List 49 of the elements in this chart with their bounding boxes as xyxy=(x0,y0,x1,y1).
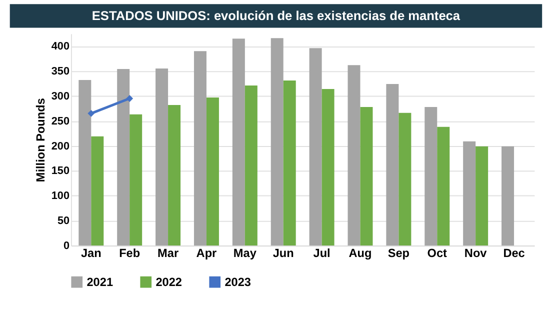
legend-label: 2021 xyxy=(86,274,114,289)
x-tick-label: Nov xyxy=(464,246,488,260)
legend-label: 2022 xyxy=(156,274,182,289)
bar xyxy=(283,80,296,246)
bar xyxy=(270,38,284,246)
bar xyxy=(78,80,92,246)
bar xyxy=(398,112,412,246)
y-axis-title: Million Pounds xyxy=(33,98,48,182)
x-tick-label: Jul xyxy=(313,246,330,260)
x-tick-label: Aug xyxy=(348,246,372,260)
x-tick-label: Jun xyxy=(272,246,294,260)
bar xyxy=(348,65,360,246)
y-tick-label: 350 xyxy=(51,66,70,78)
bar xyxy=(463,141,476,246)
x-tick-label: Mar xyxy=(158,246,179,260)
bar xyxy=(322,89,334,246)
bar xyxy=(156,68,168,246)
y-tick-label: 400 xyxy=(51,40,70,53)
bar xyxy=(232,38,245,246)
x-tick-label: Jan xyxy=(80,246,102,260)
y-tick-label: 50 xyxy=(57,215,70,228)
x-tick-label: May xyxy=(233,246,257,260)
y-tick-label: 150 xyxy=(51,165,70,178)
bar xyxy=(424,106,438,246)
bar xyxy=(476,146,488,246)
legend-label: 2023 xyxy=(224,274,252,289)
x-tick-label: Apr xyxy=(196,246,218,260)
bar xyxy=(437,126,450,246)
x-tick-label: Dec xyxy=(503,246,526,260)
bar xyxy=(244,86,258,246)
bar xyxy=(168,104,181,246)
y-tick-label: 0 xyxy=(63,240,70,252)
bar xyxy=(360,106,373,246)
bar xyxy=(194,51,206,246)
x-tick-label: Feb xyxy=(119,246,140,260)
y-tick-label: 250 xyxy=(51,115,70,128)
bar xyxy=(91,136,104,246)
chart-title: ESTADOS UNIDOS: evolución de las existencias de manteca xyxy=(92,8,461,23)
x-tick-label: Sep xyxy=(388,246,410,260)
bar xyxy=(117,69,130,246)
bar xyxy=(502,146,514,246)
y-tick-label: 100 xyxy=(51,190,70,202)
bar xyxy=(386,84,399,246)
bar xyxy=(309,48,322,246)
bar xyxy=(206,97,219,246)
y-tick-label: 300 xyxy=(51,90,70,102)
y-tick-label: 200 xyxy=(51,140,70,152)
bar xyxy=(130,114,142,246)
x-tick-label: Oct xyxy=(427,246,448,260)
